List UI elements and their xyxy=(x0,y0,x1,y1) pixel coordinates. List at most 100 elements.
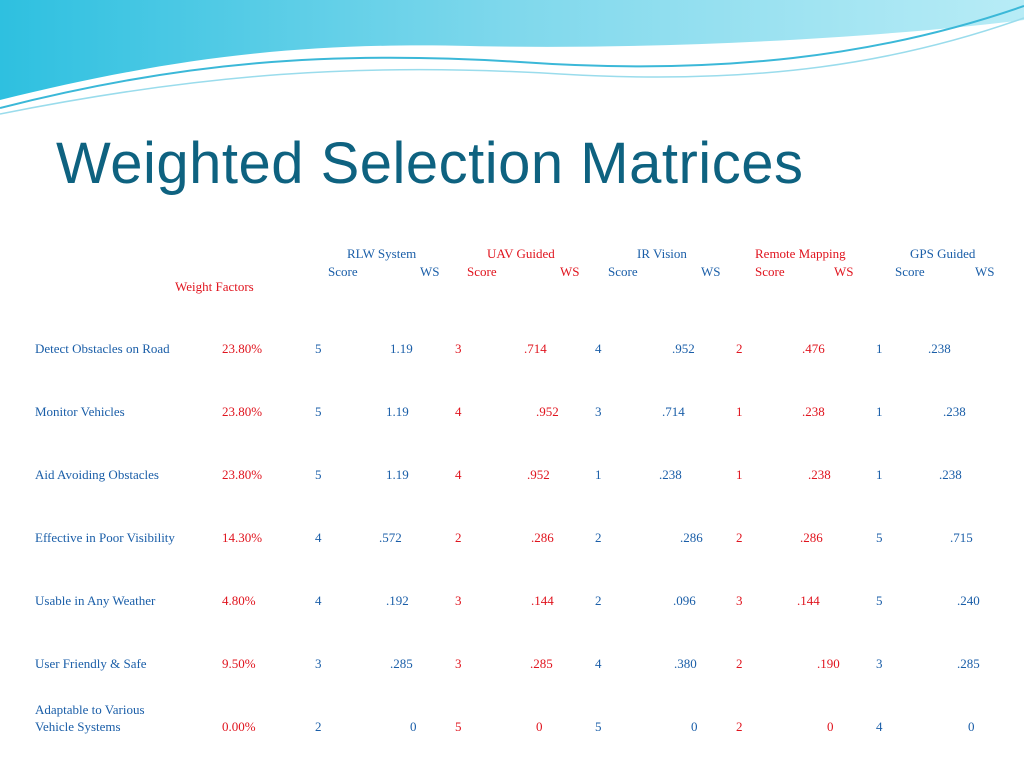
ws-cell: .952 xyxy=(672,341,695,356)
weight-value: 0.00% xyxy=(222,719,256,734)
score-cell: 4 xyxy=(876,719,883,734)
score-cell: 2 xyxy=(455,530,462,545)
score-column-label: Score xyxy=(755,264,785,279)
score-cell: 4 xyxy=(315,530,322,545)
ws-cell: .286 xyxy=(680,530,703,545)
score-cell: 4 xyxy=(595,656,602,671)
ws-column-label: WS xyxy=(975,264,995,279)
score-cell: 1 xyxy=(876,467,883,482)
score-cell: 5 xyxy=(876,593,883,608)
score-column-label: Score xyxy=(608,264,638,279)
ws-column-label: WS xyxy=(420,264,440,279)
ws-cell: 0 xyxy=(691,719,698,734)
ws-cell: .238 xyxy=(659,467,682,482)
ws-cell: .285 xyxy=(957,656,980,671)
score-cell: 3 xyxy=(455,341,462,356)
ws-column-label: WS xyxy=(701,264,721,279)
system-header: IR Vision xyxy=(637,246,687,261)
ws-cell: .238 xyxy=(939,467,962,482)
score-cell: 5 xyxy=(315,341,322,356)
page-title: Weighted Selection Matrices xyxy=(56,131,804,196)
score-cell: 2 xyxy=(736,719,743,734)
score-column-label: Score xyxy=(895,264,925,279)
factor-label: Monitor Vehicles xyxy=(35,404,125,419)
score-cell: 1 xyxy=(876,404,883,419)
ws-cell: .476 xyxy=(802,341,825,356)
weight-value: 23.80% xyxy=(222,341,263,356)
ws-cell: .380 xyxy=(674,656,697,671)
score-cell: 1 xyxy=(876,341,883,356)
score-cell: 5 xyxy=(595,719,602,734)
score-cell: 3 xyxy=(736,593,743,608)
weight-factors-header: Weight Factors xyxy=(175,279,254,294)
ws-cell: .952 xyxy=(536,404,559,419)
system-header: UAV Guided xyxy=(487,246,555,261)
score-cell: 1 xyxy=(736,467,743,482)
ws-cell: .952 xyxy=(527,467,550,482)
ws-cell: .238 xyxy=(808,467,831,482)
score-cell: 5 xyxy=(315,467,322,482)
score-cell: 2 xyxy=(595,530,602,545)
ws-cell: 0 xyxy=(968,719,975,734)
ws-cell: .285 xyxy=(530,656,553,671)
ws-cell: .192 xyxy=(386,593,409,608)
weight-value: 14.30% xyxy=(222,530,263,545)
ws-cell: 1.19 xyxy=(390,341,413,356)
score-cell: 4 xyxy=(455,467,462,482)
score-cell: 2 xyxy=(315,719,322,734)
system-header: GPS Guided xyxy=(910,246,976,261)
score-cell: 4 xyxy=(315,593,322,608)
score-cell: 5 xyxy=(876,530,883,545)
score-cell: 3 xyxy=(315,656,322,671)
ws-cell: .238 xyxy=(928,341,951,356)
score-cell: 3 xyxy=(455,656,462,671)
factor-label: Usable in Any Weather xyxy=(35,593,156,608)
ws-cell: .096 xyxy=(673,593,696,608)
ws-cell: .714 xyxy=(524,341,547,356)
ws-cell: .190 xyxy=(817,656,840,671)
decorative-wave-banner xyxy=(0,0,1024,115)
score-cell: 3 xyxy=(455,593,462,608)
score-cell: 2 xyxy=(595,593,602,608)
score-cell: 5 xyxy=(455,719,462,734)
score-cell: 2 xyxy=(736,530,743,545)
ws-cell: 0 xyxy=(827,719,834,734)
ws-cell: .144 xyxy=(797,593,820,608)
ws-cell: .144 xyxy=(531,593,554,608)
ws-cell: .715 xyxy=(950,530,973,545)
ws-cell: .240 xyxy=(957,593,980,608)
factor-label: Effective in Poor Visibility xyxy=(35,530,175,545)
ws-column-label: WS xyxy=(560,264,580,279)
ws-cell: 1.19 xyxy=(386,467,409,482)
ws-cell: .238 xyxy=(802,404,825,419)
system-header: Remote Mapping xyxy=(755,246,846,261)
score-cell: 3 xyxy=(876,656,883,671)
score-cell: 3 xyxy=(595,404,602,419)
system-header: RLW System xyxy=(347,246,417,261)
ws-cell: .714 xyxy=(662,404,685,419)
ws-cell: .572 xyxy=(379,530,402,545)
ws-cell: .286 xyxy=(531,530,554,545)
weight-value: 4.80% xyxy=(222,593,256,608)
score-cell: 1 xyxy=(595,467,602,482)
weight-value: 23.80% xyxy=(222,404,263,419)
score-column-label: Score xyxy=(467,264,497,279)
factor-label: Detect Obstacles on Road xyxy=(35,341,170,356)
ws-cell: 0 xyxy=(536,719,543,734)
score-column-label: Score xyxy=(328,264,358,279)
score-cell: 2 xyxy=(736,656,743,671)
factor-label: Aid Avoiding Obstacles xyxy=(35,467,159,482)
ws-cell: .285 xyxy=(390,656,413,671)
score-cell: 4 xyxy=(595,341,602,356)
weight-value: 9.50% xyxy=(222,656,256,671)
weight-value: 23.80% xyxy=(222,467,263,482)
score-cell: 4 xyxy=(455,404,462,419)
ws-cell: .286 xyxy=(800,530,823,545)
score-cell: 5 xyxy=(315,404,322,419)
score-cell: 1 xyxy=(736,404,743,419)
ws-cell: 0 xyxy=(410,719,417,734)
factor-label: User Friendly & Safe xyxy=(35,656,147,671)
ws-column-label: WS xyxy=(834,264,854,279)
score-cell: 2 xyxy=(736,341,743,356)
ws-cell: 1.19 xyxy=(386,404,409,419)
